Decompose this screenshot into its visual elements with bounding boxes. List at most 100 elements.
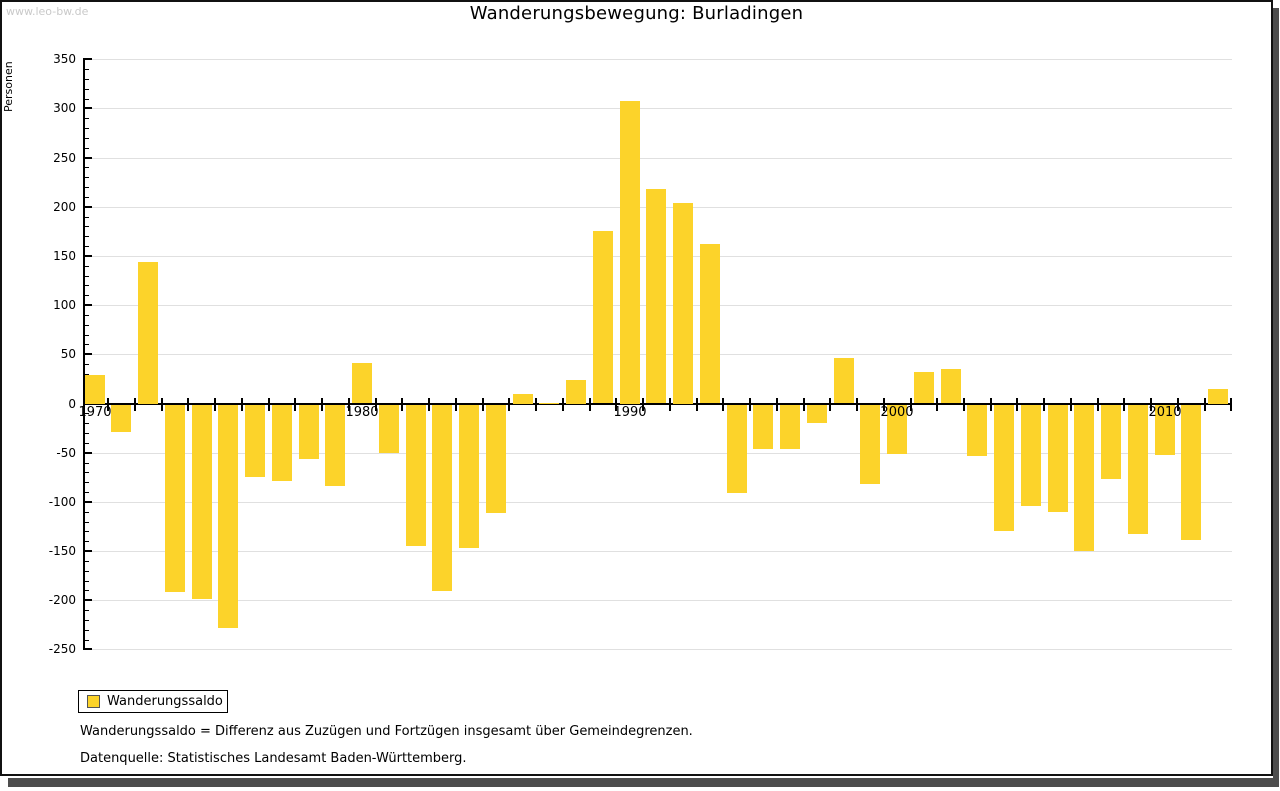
y-tick-label: -250 (48, 642, 76, 656)
bar-1997 (807, 405, 827, 423)
bar-2001 (914, 372, 934, 403)
y-tick-minor (84, 89, 89, 90)
y-tick (84, 550, 92, 552)
bar-2011 (1181, 405, 1201, 540)
bar-2009 (1128, 405, 1148, 534)
y-tick-minor (84, 69, 89, 70)
window-shadow-right (1273, 8, 1279, 787)
y-tick-minor (84, 325, 89, 326)
bar-1970 (85, 375, 105, 404)
bar-2005 (1021, 405, 1041, 506)
y-tick (84, 452, 92, 454)
x-tick (615, 398, 617, 411)
y-tick-minor (84, 482, 89, 483)
x-tick (776, 398, 778, 411)
y-tick-minor (84, 472, 89, 473)
y-tick (84, 599, 92, 601)
y-tick-minor (84, 463, 89, 464)
bar-1985 (486, 405, 506, 513)
x-tick (107, 398, 109, 411)
y-tick-minor (84, 610, 89, 611)
y-tick-minor (84, 433, 89, 434)
y-tick-minor (84, 443, 89, 444)
y-tick-minor (84, 79, 89, 80)
x-tick-label: 1970 (78, 405, 112, 420)
y-tick-minor (84, 423, 89, 424)
x-tick (294, 398, 296, 411)
legend-swatch-icon (87, 695, 100, 708)
bar-1973 (165, 405, 185, 592)
x-tick (1230, 398, 1232, 411)
y-tick-label: -50 (56, 446, 76, 460)
gridline (85, 649, 1232, 650)
bar-2012 (1208, 389, 1228, 404)
y-tick-minor (84, 561, 89, 562)
bar-2000 (887, 405, 907, 454)
chart-title: Wanderungsbewegung: Burladingen (469, 3, 804, 24)
y-axis (83, 58, 85, 650)
x-tick (187, 398, 189, 411)
y-tick-minor (84, 236, 89, 237)
gridline (85, 502, 1232, 503)
bar-1986 (513, 394, 533, 404)
y-tick-label: 300 (53, 101, 76, 115)
y-tick-minor (84, 295, 89, 296)
footnote-source: Datenquelle: Statistisches Landesamt Bad… (80, 751, 467, 766)
x-tick (883, 398, 885, 411)
bar-1975 (218, 405, 238, 628)
x-tick (749, 398, 751, 411)
bar-1977 (272, 405, 292, 481)
x-tick (589, 398, 591, 411)
y-tick-minor (84, 167, 89, 168)
legend: Wanderungssaldo (78, 690, 228, 713)
bar-1988 (566, 380, 586, 404)
bar-1979 (325, 405, 345, 486)
y-tick (84, 648, 92, 650)
gridline (85, 158, 1232, 159)
legend-label: Wanderungssaldo (107, 694, 223, 709)
x-tick (1016, 398, 1018, 411)
x-tick (428, 398, 430, 411)
bar-1998 (834, 358, 854, 403)
x-tick (562, 398, 564, 411)
x-tick (482, 398, 484, 411)
y-tick-label: 350 (53, 52, 76, 66)
x-tick-label: 2010 (1148, 405, 1182, 420)
bar-1976 (245, 405, 265, 477)
x-tick-label: 2000 (880, 405, 914, 420)
bar-1991 (646, 189, 666, 403)
y-tick-minor (84, 285, 89, 286)
y-tick-minor (84, 128, 89, 129)
y-tick-minor (84, 541, 89, 542)
bar-1972 (138, 262, 158, 404)
window-shadow-bottom (8, 778, 1274, 787)
x-tick (963, 398, 965, 411)
bar-1983 (432, 405, 452, 591)
x-tick (722, 398, 724, 411)
bar-2006 (1048, 405, 1068, 512)
y-tick-label: 250 (53, 151, 76, 165)
y-tick (84, 157, 92, 159)
y-tick-minor (84, 276, 89, 277)
y-tick (84, 255, 92, 257)
y-tick-minor (84, 315, 89, 316)
bar-1982 (406, 405, 426, 546)
x-tick (642, 398, 644, 411)
y-tick-label: 100 (53, 298, 76, 312)
x-tick (910, 398, 912, 411)
y-tick-minor (84, 640, 89, 641)
plot-area: -250 -200 -150 -100 -50 0 50 100 150 200 250 300 350… (48, 52, 1232, 656)
bar-1981 (379, 405, 399, 453)
bar-1989 (593, 231, 613, 403)
x-tick (1204, 398, 1206, 411)
x-tick (803, 398, 805, 411)
y-tick-minor (84, 187, 89, 188)
y-tick-minor (84, 335, 89, 336)
bar-2003 (967, 405, 987, 456)
y-tick-label: 50 (60, 347, 76, 361)
bar-2004 (994, 405, 1014, 531)
watermark: www.leo-bw.de (6, 5, 89, 18)
bar-1999 (860, 405, 880, 484)
y-tick-minor (84, 413, 89, 414)
y-tick-minor (84, 197, 89, 198)
